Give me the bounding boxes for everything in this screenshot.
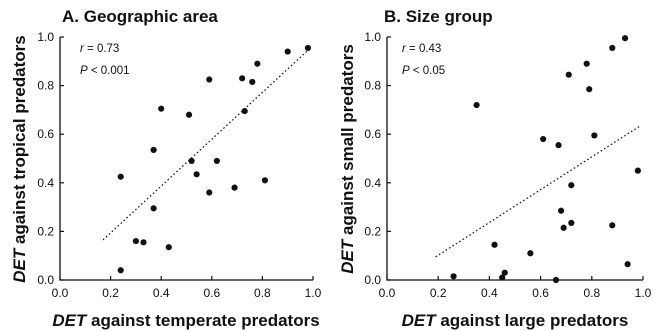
- panel-a-x-tick-label: 0.2: [102, 286, 119, 300]
- panel-b-y-tick-label: 0.2: [364, 224, 381, 238]
- panel-b-data-point: [609, 222, 616, 229]
- panel-b-data-point: [586, 86, 593, 93]
- panel-b-data-point: [609, 44, 616, 52]
- panel-b-title: B. Size group: [384, 7, 493, 26]
- panel-b-x-tick-label: 0.0: [379, 286, 396, 300]
- panel-a-data-point: [150, 146, 157, 154]
- panel-a-x-tick-label: 0.4: [153, 286, 170, 300]
- panel-a-data-point: [239, 75, 246, 82]
- panel-a-data-point: [165, 244, 172, 251]
- panel-b-y-tick-label: 0.0: [364, 273, 381, 287]
- panel-b-data-point: [473, 101, 480, 109]
- panel-a-data-point: [284, 48, 291, 55]
- panel-b-data-point: [552, 276, 560, 284]
- panel-b-data-point: [557, 207, 565, 214]
- panel-b-data-point: [568, 182, 575, 189]
- panel-a-data-point: [193, 171, 200, 178]
- panel-b-y-tick-label: 0.8: [364, 79, 381, 93]
- panel-a-data-point: [213, 157, 220, 165]
- panel-a-y-tick-label: 0.0: [37, 273, 54, 287]
- panel-b-x-tick-label: 0.6: [532, 286, 549, 300]
- panel-a-data-point: [140, 239, 147, 246]
- panel-b-data-point: [450, 273, 457, 280]
- panel-b-y-tick-label: 0.6: [364, 127, 381, 141]
- panel-b-regression-line: [435, 125, 641, 258]
- panel-a-x-tick-label: 0.8: [254, 286, 271, 300]
- panel-b-y-tick-label: 1.0: [364, 30, 381, 44]
- panel-b-x-tick-label: 0.2: [430, 286, 447, 300]
- panel-b-x-tick-label: 0.8: [583, 286, 600, 300]
- panel-a-data-point: [249, 78, 256, 86]
- panel-a-data-point: [185, 111, 193, 118]
- panel-a-data-point: [231, 184, 238, 191]
- panel-b-data-point: [591, 132, 598, 139]
- panel-b-x-tick-label: 1.0: [635, 286, 652, 300]
- panel-a-data-point: [254, 60, 261, 67]
- panel-a-data-point: [117, 267, 124, 274]
- panel-a-data-point: [241, 108, 248, 115]
- panel-a-data-point: [117, 173, 124, 180]
- panel-a-data-point: [261, 177, 269, 184]
- panel-b-data-point: [501, 269, 508, 276]
- panel-a-stat-p: P < 0.001: [80, 65, 130, 77]
- panel-b-plot-area: 0.0 0.2 0.4 0.6 0.8 1.0 0.0 0.2 0.4 0.6 0.8 1.0: [364, 30, 651, 300]
- panel-b-stat-p: P < 0.05: [402, 65, 445, 77]
- panel-b-data-point: [499, 274, 506, 281]
- panel-a-x-axis-label: DET against temperate predators: [52, 311, 319, 330]
- panel-b-data-point: [583, 60, 590, 67]
- panel-a-y-tick-label: 0.2: [37, 224, 54, 238]
- panel-b-stat-r: r = 0.43: [402, 43, 441, 55]
- panel-b-data-point: [624, 261, 631, 268]
- panel-a-data-point: [158, 105, 165, 112]
- panel-a-y-tick-label: 0.4: [37, 176, 54, 190]
- panel-a-y-tick-label: 0.8: [37, 79, 54, 93]
- panel-b-x-axis-label: DET against large predators: [402, 311, 629, 330]
- panel-b-y-tick-label: 0.4: [364, 176, 381, 190]
- panel-b-data-point: [621, 35, 629, 42]
- panel-b-data-point: [540, 135, 547, 143]
- panel-a-data-point: [206, 189, 213, 196]
- panel-b-data-point: [527, 250, 534, 257]
- panel-b-y-axis-label: DET against small predators: [338, 44, 357, 274]
- panel-b-data-point: [565, 71, 572, 78]
- panel-a-x-tick-label: 0.0: [52, 286, 69, 300]
- panel-a-data-point: [150, 205, 157, 212]
- panel-b-data-point: [568, 219, 575, 226]
- panel-b: B. Size group DET against small predator…: [338, 7, 652, 330]
- panel-a-data-point: [188, 157, 195, 165]
- panel-a-data-point: [304, 44, 312, 52]
- panel-a-plot-area: 0.0 0.2 0.4 0.6 0.8 1.0 0.0 0.2 0.4 0.6 0.8 1.0: [37, 30, 321, 300]
- panel-a: A. Geographic area DET against tropical …: [10, 7, 322, 330]
- panel-a-y-tick-label: 1.0: [37, 30, 54, 44]
- panel-b-data-point: [491, 241, 498, 248]
- panel-b-x-tick-label: 0.4: [481, 286, 498, 300]
- panel-a-stat-r: r = 0.73: [80, 43, 119, 55]
- panel-a-title: A. Geographic area: [62, 7, 218, 26]
- panel-a-y-tick-label: 0.6: [37, 127, 54, 141]
- panel-b-data-point: [555, 142, 562, 149]
- panel-a-regression-line: [102, 47, 311, 241]
- panel-b-data-point: [560, 224, 567, 231]
- panel-a-y-axis-label: DET against tropical predators: [10, 35, 29, 283]
- panel-a-data-point: [206, 76, 213, 83]
- panel-b-data-point: [634, 167, 641, 174]
- panel-a-x-tick-label: 0.6: [203, 286, 220, 300]
- panel-a-x-tick-label: 1.0: [305, 286, 322, 300]
- panel-a-data-point: [132, 238, 139, 245]
